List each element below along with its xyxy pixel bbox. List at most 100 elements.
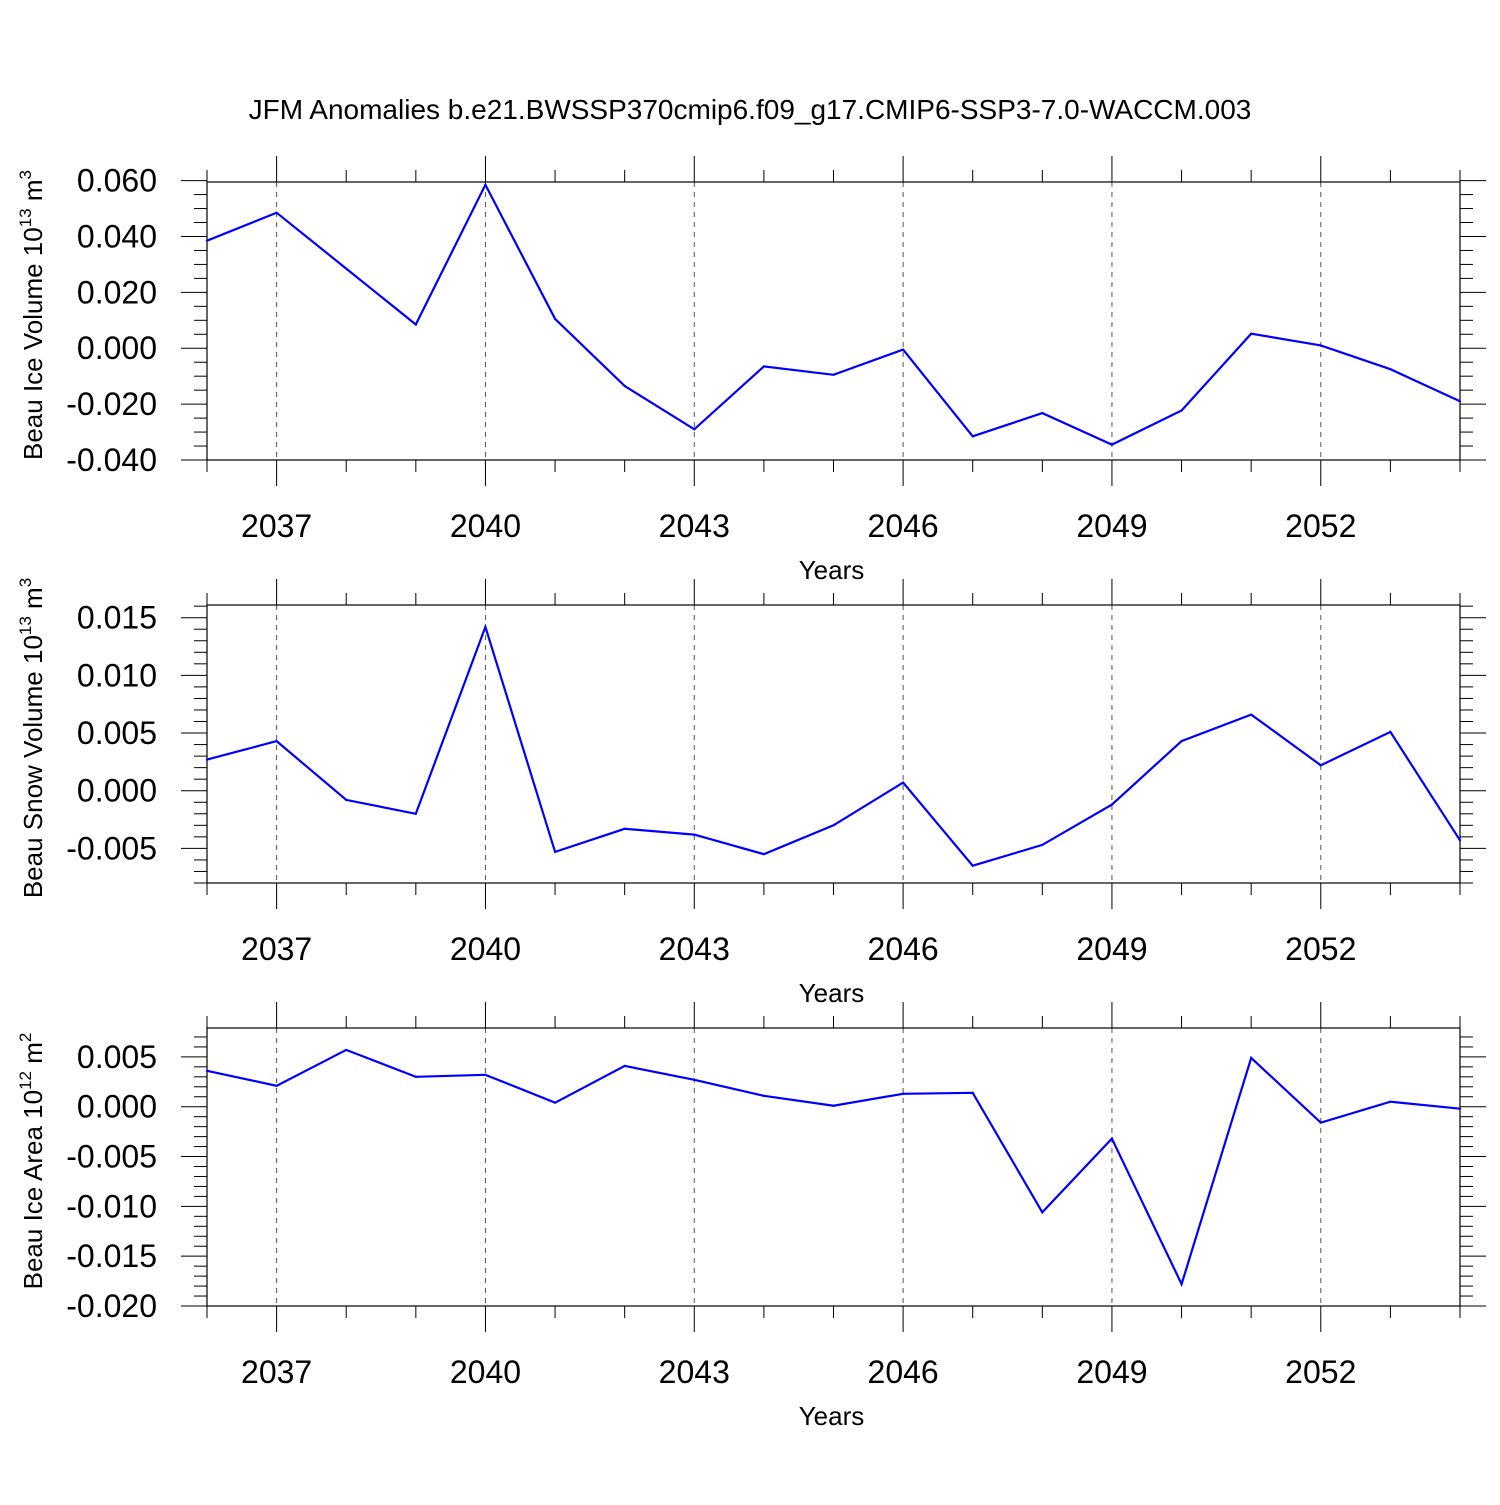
x-tick-label: 2049 — [1076, 931, 1147, 967]
data-point — [762, 365, 765, 368]
data-point — [1319, 1121, 1322, 1124]
y-tick-label: 0.040 — [77, 218, 157, 254]
x-tick-label: 2043 — [659, 931, 730, 967]
y-tick-label: -0.005 — [66, 1139, 157, 1175]
panel-1: -0.040 -0.020 0.000 0.020 0.040 0.060 2037 2040… — [16, 156, 1486, 585]
plot-frame — [206, 181, 1461, 461]
x-tick-label: 2052 — [1285, 1354, 1356, 1390]
x-tick-label: 2049 — [1076, 508, 1147, 544]
data-point — [832, 373, 835, 376]
data-point — [1041, 843, 1044, 847]
data-point — [1110, 1137, 1114, 1140]
data-point — [1180, 409, 1183, 412]
data-point — [971, 864, 974, 867]
data-point — [971, 435, 974, 438]
data-point — [693, 833, 696, 836]
data-point — [1389, 368, 1392, 371]
data-point — [1180, 740, 1183, 743]
data-point — [762, 853, 765, 856]
y-tick-label: 0.000 — [77, 773, 157, 809]
data-point — [623, 384, 626, 388]
data-point — [484, 1073, 487, 1076]
data-point — [1250, 332, 1253, 335]
data-point — [553, 1101, 557, 1104]
data-point — [205, 758, 209, 761]
data-point — [414, 1075, 417, 1078]
data-point — [1319, 764, 1322, 767]
series-line — [206, 182, 1461, 446]
data-point — [345, 1048, 348, 1052]
y-tick-label: -0.005 — [66, 830, 157, 866]
x-tick-label: 2046 — [868, 1354, 939, 1390]
data-point — [1250, 1056, 1253, 1059]
data-point — [971, 1091, 974, 1094]
y-tick-label: 0.020 — [77, 274, 157, 310]
data-point — [484, 625, 487, 629]
x-tick-label: 2049 — [1076, 1354, 1147, 1390]
panel-3: -0.020 -0.015 -0.010 -0.005 0.000 0.005 2037 20… — [16, 1002, 1486, 1431]
x-tick-label: 2037 — [241, 508, 312, 544]
data-point — [205, 239, 209, 242]
x-tick-label: 2037 — [241, 1354, 312, 1390]
x-tick-label: 2043 — [659, 508, 730, 544]
data-point — [1041, 411, 1044, 415]
y-tick-label: 0.000 — [77, 330, 157, 366]
data-point — [902, 1092, 905, 1095]
data-point — [1319, 344, 1322, 347]
x-axis-title: Years — [799, 978, 865, 1008]
x-tick-label: 2046 — [868, 508, 939, 544]
x-tick-label: 2052 — [1285, 508, 1356, 544]
y-tick-label: -0.015 — [66, 1238, 157, 1274]
x-tick-label: 2052 — [1285, 931, 1356, 967]
data-point — [902, 348, 905, 351]
data-point — [1180, 1282, 1183, 1286]
x-tick-label: 2040 — [450, 1354, 521, 1390]
data-point — [345, 798, 348, 802]
x-tick-label: 2040 — [450, 931, 521, 967]
y-tick-label: 0.000 — [77, 1089, 157, 1125]
x-tick-label: 2046 — [868, 931, 939, 967]
data-point — [414, 812, 417, 815]
data-point — [1110, 803, 1114, 806]
series-line — [206, 623, 1461, 867]
data-point — [1250, 713, 1253, 716]
data-point — [1458, 1107, 1462, 1110]
data-point — [623, 827, 626, 830]
x-axis-title: Years — [799, 555, 865, 585]
x-tick-label: 2043 — [659, 1354, 730, 1390]
data-point — [205, 1069, 209, 1072]
y-tick-label: 0.015 — [77, 600, 157, 636]
data-point — [832, 1104, 835, 1107]
data-point — [693, 428, 696, 431]
plot-frame — [206, 604, 1461, 884]
data-point — [414, 323, 417, 326]
y-axis-title: Beau Ice Area 1012 m2 — [16, 1033, 48, 1290]
data-point — [1458, 400, 1462, 403]
data-point — [275, 211, 278, 214]
y-tick-label: 0.005 — [77, 715, 157, 751]
y-tick-label: 0.060 — [77, 163, 157, 199]
data-point — [1041, 1211, 1044, 1214]
y-tick-label: -0.040 — [66, 442, 157, 478]
y-axis-title: Beau Snow Volume 1013 m3 — [16, 578, 48, 898]
data-point — [1110, 443, 1114, 446]
data-point — [1458, 839, 1462, 842]
data-point — [484, 183, 487, 186]
data-point — [345, 267, 348, 270]
x-axis-title: Years — [799, 1401, 865, 1431]
x-tick-label: 2040 — [450, 508, 521, 544]
data-point — [553, 850, 557, 853]
series-line — [206, 1048, 1461, 1288]
data-point — [1389, 730, 1392, 733]
data-point — [553, 317, 557, 321]
data-point — [762, 1094, 765, 1097]
chart-title: JFM Anomalies b.e21.BWSSP370cmip6.f09_g1… — [249, 94, 1252, 125]
data-point — [1389, 1100, 1392, 1103]
panel-2: -0.005 0.000 0.005 0.010 0.015 2037 2040 2043 20… — [16, 578, 1486, 1008]
data-point — [275, 740, 278, 743]
data-point — [693, 1078, 696, 1081]
data-point — [275, 1084, 278, 1087]
data-point — [832, 824, 835, 827]
